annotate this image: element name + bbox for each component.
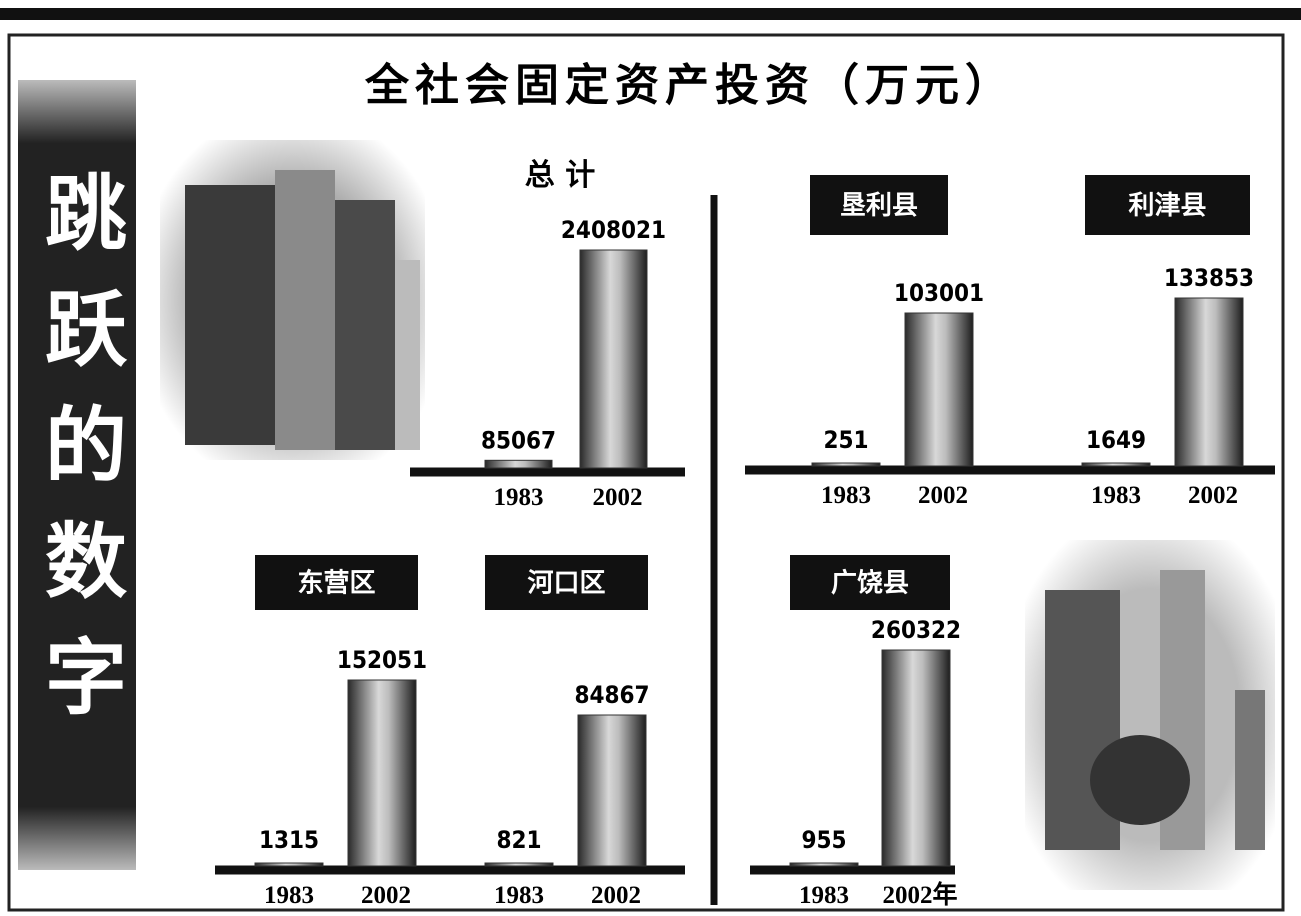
bar xyxy=(1174,297,1244,467)
value-label: 133853 xyxy=(1164,264,1254,292)
x-tick-label: 1983 xyxy=(494,882,544,909)
side-title: 跳跃的数字 xyxy=(31,170,127,750)
bar xyxy=(484,862,554,867)
x-tick-label: 2002 xyxy=(593,484,643,511)
panel-title-box xyxy=(790,555,950,610)
bar xyxy=(484,459,553,469)
x-tick-label: 1983 xyxy=(494,484,544,511)
bar xyxy=(347,679,417,867)
x-tick-label: 1983 xyxy=(799,882,849,909)
side-strip xyxy=(18,80,136,870)
value-label: 1649 xyxy=(1086,426,1146,454)
bar xyxy=(579,249,648,469)
bar xyxy=(577,714,647,867)
bar xyxy=(254,862,324,867)
value-label: 955 xyxy=(801,826,846,854)
value-label: 260322 xyxy=(871,616,961,644)
x-tick-label: 2002 xyxy=(361,882,411,909)
x-tick-label: 1983 xyxy=(1091,482,1141,509)
value-label: 1315 xyxy=(259,826,319,854)
main-title: 全社会固定资产投资（万元） xyxy=(364,60,1015,111)
value-label: 85067 xyxy=(481,426,556,454)
x-tick-label: 2002 xyxy=(918,482,968,509)
x-tick-label: 2002 xyxy=(1188,482,1238,509)
x-tick-label: 2002 xyxy=(591,882,641,909)
photo-city xyxy=(1025,540,1275,890)
panel-title: 总 计 xyxy=(525,158,595,193)
bar xyxy=(1081,462,1151,467)
panel-title: 河口区 xyxy=(527,569,605,599)
panel-title: 东营区 xyxy=(297,568,375,599)
panel-title-box xyxy=(810,175,948,235)
x-tick-label: 2002年 xyxy=(882,880,957,909)
panel-title: 垦利县 xyxy=(840,191,918,221)
panel-title-box xyxy=(255,555,418,610)
value-label: 821 xyxy=(496,826,541,854)
value-label: 152051 xyxy=(337,646,427,674)
photo-building xyxy=(160,140,425,460)
value-label: 251 xyxy=(823,426,868,454)
value-label: 2408021 xyxy=(561,216,666,244)
frame xyxy=(7,33,1285,912)
bar xyxy=(811,462,881,467)
x-tick-label: 1983 xyxy=(821,482,871,509)
panel-title-box xyxy=(1085,175,1250,235)
panel-title-box xyxy=(485,555,648,610)
top-rule xyxy=(0,8,1301,20)
panel-title: 广饶县 xyxy=(831,569,909,599)
bar xyxy=(881,649,951,867)
bar xyxy=(789,862,859,867)
value-label: 103001 xyxy=(894,279,984,307)
x-tick-label: 1983 xyxy=(264,882,314,909)
bar xyxy=(904,312,974,467)
value-label: 84867 xyxy=(574,681,649,709)
panel-title: 利津县 xyxy=(1128,191,1206,221)
